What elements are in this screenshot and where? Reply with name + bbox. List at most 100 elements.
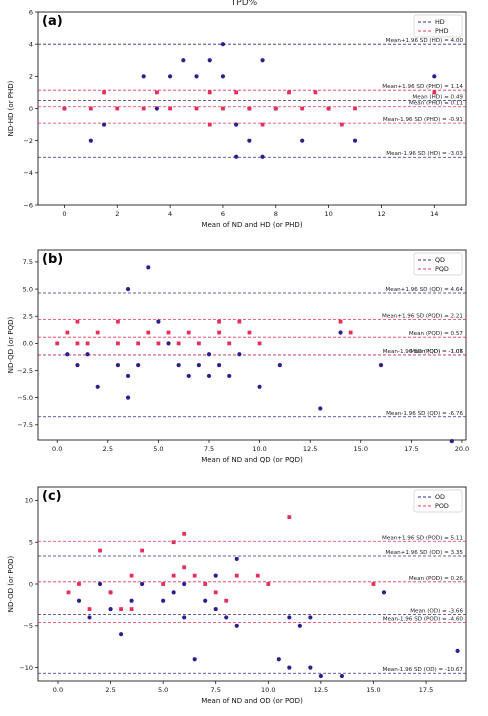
data-point-pod: [182, 531, 187, 536]
y-tick-label: −7.5: [17, 421, 33, 429]
y-tick-label: −2: [23, 137, 33, 145]
data-point-pqd: [75, 341, 80, 346]
chart-panel-3: Mean+1.96 SD (POD) = 5.11 Mean+1.96 SD (O…: [7, 486, 467, 705]
reference-line-label: Mean+1.96 SD (OD) = 3.35: [385, 550, 463, 556]
data-point-phd: [247, 106, 252, 111]
x-tick-label: 15.0: [366, 686, 380, 694]
x-tick-label: 17.5: [419, 686, 433, 694]
y-tick-label: −10: [19, 664, 33, 672]
x-tick-label: 2.5: [105, 686, 115, 694]
x-tick-label: 0: [62, 210, 66, 218]
data-point-qd: [277, 362, 282, 368]
reference-line-label: Mean+1.96 SD (PHD) = 1.14: [382, 84, 463, 90]
data-point-od: [308, 665, 313, 670]
data-point-phd: [102, 90, 106, 95]
data-point-pod: [371, 582, 376, 586]
data-point-hd: [234, 154, 239, 159]
data-point-od: [76, 598, 82, 603]
y-axis-label: ND-QD (or PQD): [7, 316, 15, 373]
data-point-pod: [203, 582, 208, 586]
data-point-hd: [352, 138, 358, 143]
figure-title: TPD%: [230, 0, 258, 8]
data-point-hd: [260, 154, 265, 159]
data-point-hd: [247, 138, 252, 143]
data-point-pod: [140, 548, 145, 553]
reference-line-label: Mean+1.96 SD (QD) = 4.64: [385, 287, 463, 293]
x-tick-label: 2.5: [103, 445, 113, 453]
data-point-pqd: [166, 330, 171, 335]
y-tick-label: 5: [29, 538, 33, 546]
legend-entry: PHD: [435, 27, 449, 35]
data-point-pqd: [237, 319, 242, 324]
data-point-hd: [194, 74, 199, 79]
data-point-hd: [432, 74, 437, 79]
x-tick-label: 4: [168, 210, 172, 218]
reference-line-label: Mean (PHD) = 0.11: [409, 101, 463, 107]
y-tick-label: 7.5: [23, 258, 33, 266]
data-point-qd: [217, 362, 222, 368]
reference-line-label: Mean+1.96 SD (POD) = 5.11: [382, 535, 463, 541]
data-point-phd: [432, 90, 437, 95]
data-point-pod: [66, 590, 71, 595]
data-point-od: [171, 590, 176, 595]
data-point-od: [213, 606, 218, 612]
x-tick-label: 17.5: [404, 445, 418, 453]
x-tick-label: 15.0: [354, 445, 368, 453]
data-point-od: [129, 598, 134, 603]
data-point-phd: [326, 106, 331, 111]
data-point-qd: [85, 352, 90, 357]
reference-line-label: Mean (OD) = -3.66: [410, 609, 463, 615]
data-point-od: [192, 657, 197, 662]
data-point-od: [381, 590, 387, 595]
data-point-pod: [266, 582, 271, 586]
chart-panel-1: Mean+1.96 SD (HD) = 4.00 Mean+1.96 SD (PH…: [7, 8, 467, 229]
x-tick-label: 0.0: [53, 686, 63, 694]
data-point-od: [308, 615, 313, 620]
data-point-od: [234, 556, 239, 562]
data-point-pod: [129, 573, 134, 578]
x-tick-label: 20.0: [455, 445, 469, 453]
data-point-od: [203, 598, 208, 603]
data-point-phd: [207, 90, 212, 95]
data-point-pod: [182, 565, 187, 570]
data-point-pod: [192, 573, 197, 578]
x-tick-label: 2: [115, 210, 119, 218]
y-tick-label: 0: [29, 105, 33, 113]
data-point-pqd: [186, 330, 191, 335]
data-point-od: [213, 573, 218, 578]
reference-line-label: Mean (QD) = -1.06: [410, 349, 463, 355]
data-point-qd: [65, 352, 70, 357]
data-point-od: [455, 648, 460, 653]
data-point-phd: [234, 90, 239, 95]
data-point-hd: [101, 122, 107, 127]
data-point-qd: [206, 352, 212, 357]
data-point-od: [276, 657, 281, 662]
data-point-qd: [125, 395, 131, 400]
data-point-od: [87, 615, 92, 620]
y-axis-label: ND-OD (or POD): [7, 556, 15, 613]
data-point-qd: [125, 286, 131, 292]
x-tick-label: 10.0: [261, 686, 275, 694]
reference-line-label: Mean (POD) = 0.26: [409, 576, 464, 582]
data-point-od: [182, 581, 187, 587]
data-point-pqd: [217, 330, 222, 335]
data-point-qd: [206, 373, 212, 379]
x-tick-label: 7.5: [211, 686, 221, 694]
data-point-od: [108, 606, 113, 612]
data-point-phd: [154, 90, 159, 95]
data-point-od: [287, 665, 292, 670]
reference-line-label: Mean (HD) = 0.49: [412, 95, 463, 101]
data-point-phd: [353, 106, 357, 111]
data-point-pod: [77, 582, 81, 586]
data-point-qd: [318, 406, 323, 411]
legend-entry: PQD: [435, 265, 449, 273]
y-tick-label: −2.5: [17, 367, 33, 375]
data-point-phd: [88, 106, 93, 111]
reference-line-label: Mean-1.96 SD (HD) = -3.03: [386, 151, 463, 157]
data-point-qd: [378, 362, 384, 368]
data-point-od: [224, 615, 229, 620]
data-point-pod: [108, 590, 113, 595]
x-tick-label: 8: [274, 210, 278, 218]
reference-line-label: Mean-1.96 SD (OD) = -10.67: [383, 667, 464, 673]
reference-line-label: Mean (PQD) = 0.57: [409, 331, 464, 337]
